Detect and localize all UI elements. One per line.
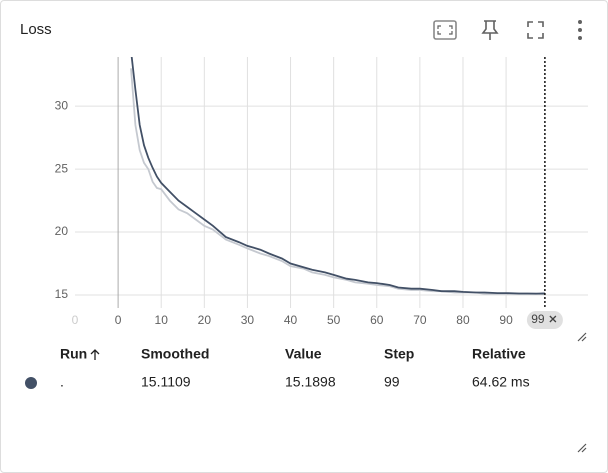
table-cell: 15.1109 (141, 374, 191, 390)
toolbar (433, 20, 587, 453)
step-chip-close (549, 315, 557, 323)
chart-title: Loss (20, 21, 52, 38)
x-tick-label: 20 (198, 313, 212, 327)
y-tick-label: 25 (55, 161, 69, 175)
x-tick-label: 70 (413, 313, 427, 327)
x-tick-label: 50 (327, 313, 341, 327)
menu-icon[interactable] (578, 20, 582, 40)
x-tick-label: 80 (456, 313, 470, 327)
table-cell: 99 (384, 374, 400, 390)
x-tick-label: 0 (72, 313, 79, 327)
table-header[interactable]: Run (60, 346, 87, 362)
series-line (130, 68, 546, 295)
table-cell: 64.62 ms (472, 374, 530, 390)
series-line (130, 57, 545, 295)
y-tick-label: 15 (55, 287, 69, 301)
lines (130, 57, 546, 295)
run-color (25, 377, 37, 389)
table-header[interactable]: Smoothed (141, 346, 209, 362)
resize-icon[interactable] (577, 332, 587, 342)
x-tick-label: 30 (241, 313, 255, 327)
table-cell: 15.1898 (285, 374, 336, 390)
pin-icon[interactable] (481, 20, 499, 40)
resize-icon[interactable] (577, 443, 587, 453)
table: Run Smoothed Value Step Relative . 15.11… (25, 346, 530, 390)
fit-icon[interactable] (433, 20, 457, 40)
table-header[interactable]: Step (384, 346, 414, 362)
table-cell: . (60, 374, 64, 390)
table-header[interactable]: Value (285, 346, 322, 362)
x-tick-label: 40 (284, 313, 298, 327)
table-header[interactable]: Relative (472, 346, 526, 362)
sort-icon (90, 349, 100, 360)
x-tick-label: 60 (370, 313, 384, 327)
x-tick-label: 10 (155, 313, 169, 327)
x-tick-label: 0 (115, 313, 122, 327)
step-chip-label: 99 (531, 312, 545, 326)
y-tick-label: 30 (55, 98, 69, 112)
fullscreen-icon[interactable] (527, 21, 544, 39)
step-chip (526, 311, 563, 329)
x-tick-label: 90 (499, 313, 513, 327)
y-tick-label: 20 (55, 224, 69, 238)
